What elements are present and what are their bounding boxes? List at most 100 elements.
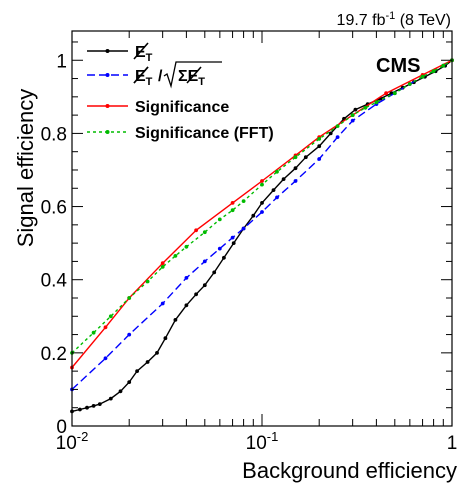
series-point-0	[135, 369, 140, 373]
series-point-3	[217, 217, 222, 222]
series-point-0	[271, 188, 276, 193]
x-axis-title: Background efficiency	[242, 458, 457, 483]
series-point-3	[230, 208, 235, 213]
y-axis-title: Signal efficiency	[13, 89, 38, 248]
series-layer	[70, 58, 454, 414]
series-point-2	[260, 179, 264, 183]
legend-swatch-marker	[105, 49, 110, 53]
series-point-3	[241, 199, 246, 204]
series-point-3	[260, 182, 264, 187]
series-point-0	[173, 318, 178, 322]
y-tick-label: 0	[56, 417, 67, 438]
legend-swatch-marker	[105, 73, 110, 77]
series-point-1	[160, 301, 165, 306]
series-point-1	[275, 195, 279, 200]
series-point-1	[127, 332, 132, 337]
series-point-3	[420, 74, 425, 79]
series-point-1	[241, 226, 246, 231]
legend-label: Significance (FFT)	[135, 125, 274, 142]
series-line-1	[71, 59, 453, 390]
series-point-1	[103, 356, 108, 361]
series-point-3	[441, 63, 446, 68]
series-point-0	[184, 303, 189, 308]
series-point-2	[384, 91, 388, 96]
series-point-3	[184, 244, 189, 249]
series-point-1	[260, 210, 264, 214]
sqrt-sign	[163, 61, 222, 89]
series-point-3	[335, 124, 340, 128]
series-point-0	[85, 405, 89, 410]
series-point-3	[407, 82, 412, 86]
y-tick-label: 0.6	[41, 198, 67, 219]
series-point-0	[293, 166, 298, 171]
series-point-1	[335, 135, 340, 140]
axes-layer: 0 0.2 0.4 0.6 0.8 1 10-2 10-1 1	[41, 31, 458, 454]
x-tick-label: 10-2	[56, 429, 89, 454]
series-point-3	[317, 137, 322, 141]
series-point-2	[103, 325, 108, 330]
legend-root-term: ΣET	[178, 68, 205, 88]
legend-divide: /	[158, 68, 163, 85]
series-point-0	[202, 283, 207, 288]
series-point-3	[108, 314, 113, 319]
series-point-0	[353, 107, 358, 112]
series-point-3	[374, 100, 379, 105]
series-point-0	[212, 270, 217, 275]
series-point-0	[108, 396, 113, 401]
series-point-3	[160, 265, 165, 269]
series-point-0	[163, 336, 168, 341]
y-tick-label: 0.2	[41, 344, 67, 365]
series-point-2	[160, 261, 165, 266]
legend-swatch-marker	[105, 104, 110, 108]
series-point-0	[194, 292, 199, 297]
series-point-3	[275, 169, 279, 174]
series-point-0	[251, 213, 256, 218]
series-point-1	[202, 259, 207, 264]
series-point-3	[431, 69, 436, 74]
series-point-0	[317, 144, 322, 149]
legend-swatch-marker	[105, 130, 110, 134]
legend-label: Significance	[135, 99, 229, 116]
series-point-0	[222, 255, 226, 260]
series-point-0	[328, 131, 333, 136]
series-point-3	[173, 254, 178, 258]
cms-label: CMS	[376, 55, 420, 77]
y-tick-label: 0.4	[41, 271, 68, 292]
series-point-3	[392, 91, 397, 96]
met-slash	[133, 66, 149, 84]
series-point-3	[350, 113, 355, 117]
series-point-0	[155, 351, 159, 355]
series-point-2	[194, 228, 199, 233]
series-point-0	[118, 389, 123, 394]
series-point-3	[363, 105, 368, 110]
series-point-2	[230, 201, 235, 205]
series-point-1	[293, 179, 298, 183]
met-slash	[186, 66, 202, 84]
met-slash	[133, 42, 149, 60]
series-point-0	[78, 407, 82, 412]
series-point-1	[317, 157, 322, 161]
series-point-0	[260, 201, 264, 205]
x-tick-label: 10-1	[246, 429, 279, 454]
series-point-3	[293, 155, 298, 160]
y-tick-label: 1	[56, 51, 67, 72]
series-point-0	[303, 155, 308, 160]
series-point-3	[91, 330, 96, 335]
y-tick-label: 0.8	[41, 124, 67, 145]
series-point-1	[350, 118, 355, 123]
series-point-1	[184, 276, 189, 280]
series-point-0	[91, 404, 96, 408]
series-point-0	[231, 241, 236, 246]
series-point-0	[97, 402, 102, 406]
series-point-3	[202, 230, 207, 235]
x-tick-label: 1	[447, 433, 458, 454]
series-point-3	[145, 279, 150, 284]
series-point-3	[127, 296, 132, 300]
series-point-0	[145, 360, 150, 364]
series-point-0	[281, 177, 286, 182]
series-point-1	[217, 246, 222, 251]
series-point-1	[230, 235, 235, 240]
